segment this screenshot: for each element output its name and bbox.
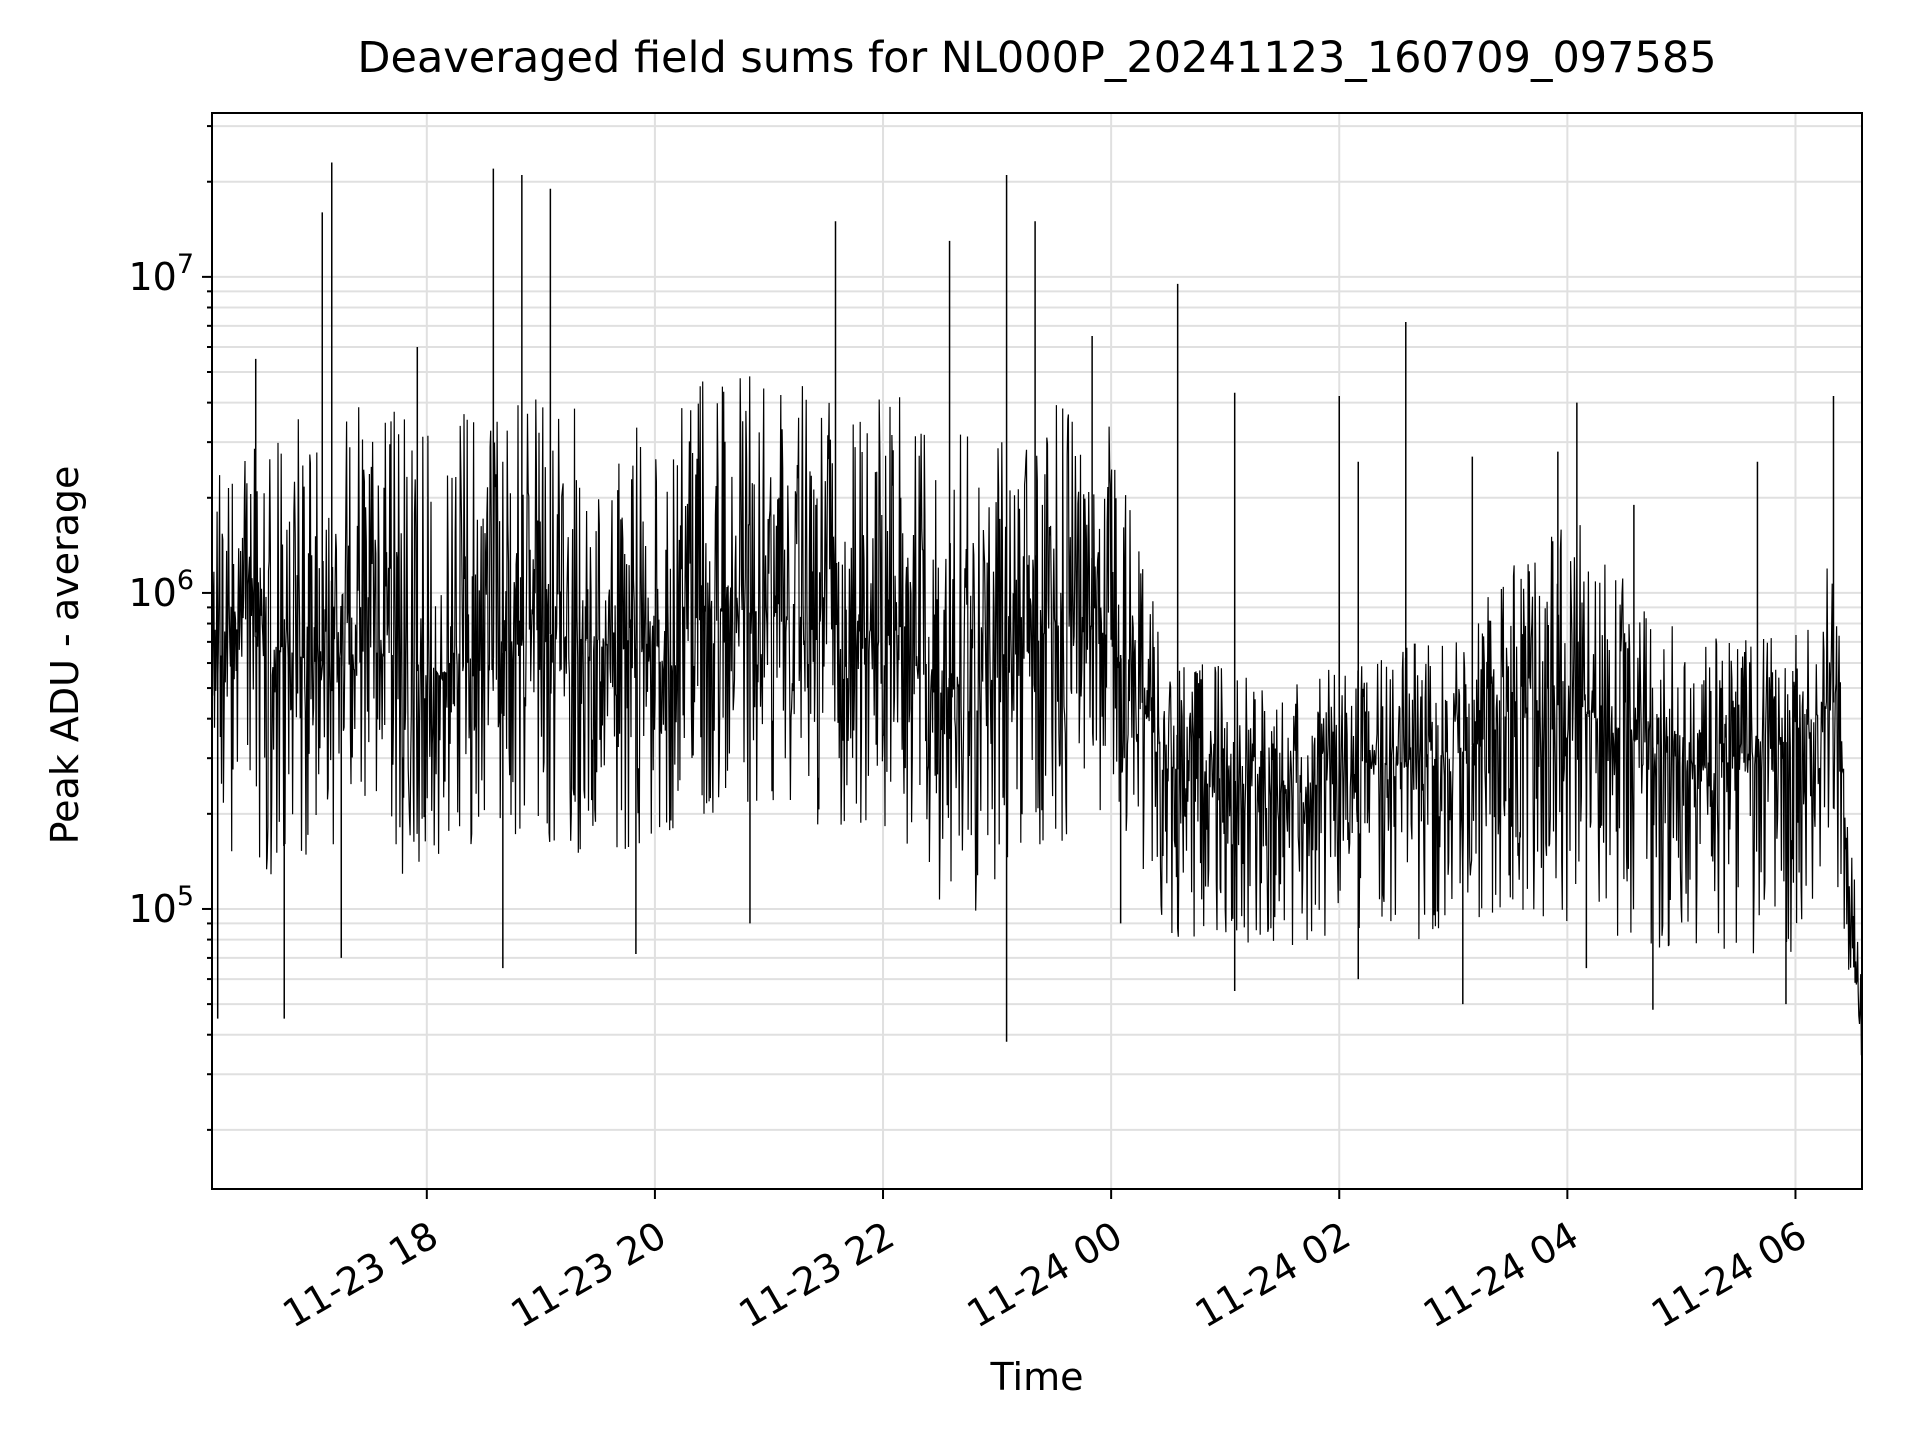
y-tick-base: 10: [128, 571, 176, 615]
y-tick-exponent: 6: [177, 565, 194, 596]
y-tick-base: 10: [128, 255, 176, 299]
y-tick-exponent: 5: [177, 881, 194, 912]
y-tick-label: 105: [128, 881, 194, 931]
series-layer: [211, 162, 1863, 1084]
y-tick-label: 107: [128, 249, 194, 299]
grid-lines: [212, 113, 1862, 1189]
plot-frame: [211, 112, 1863, 1190]
y-axis-label: Peak ADU - average: [43, 466, 87, 845]
y-tick-base: 10: [128, 887, 176, 931]
y-tick-label: 106: [128, 565, 194, 615]
x-axis-label: Time: [990, 1355, 1084, 1399]
chart-title: Deaveraged field sums for NL000P_2024112…: [357, 33, 1716, 83]
y-tick-exponent: 7: [177, 249, 194, 280]
